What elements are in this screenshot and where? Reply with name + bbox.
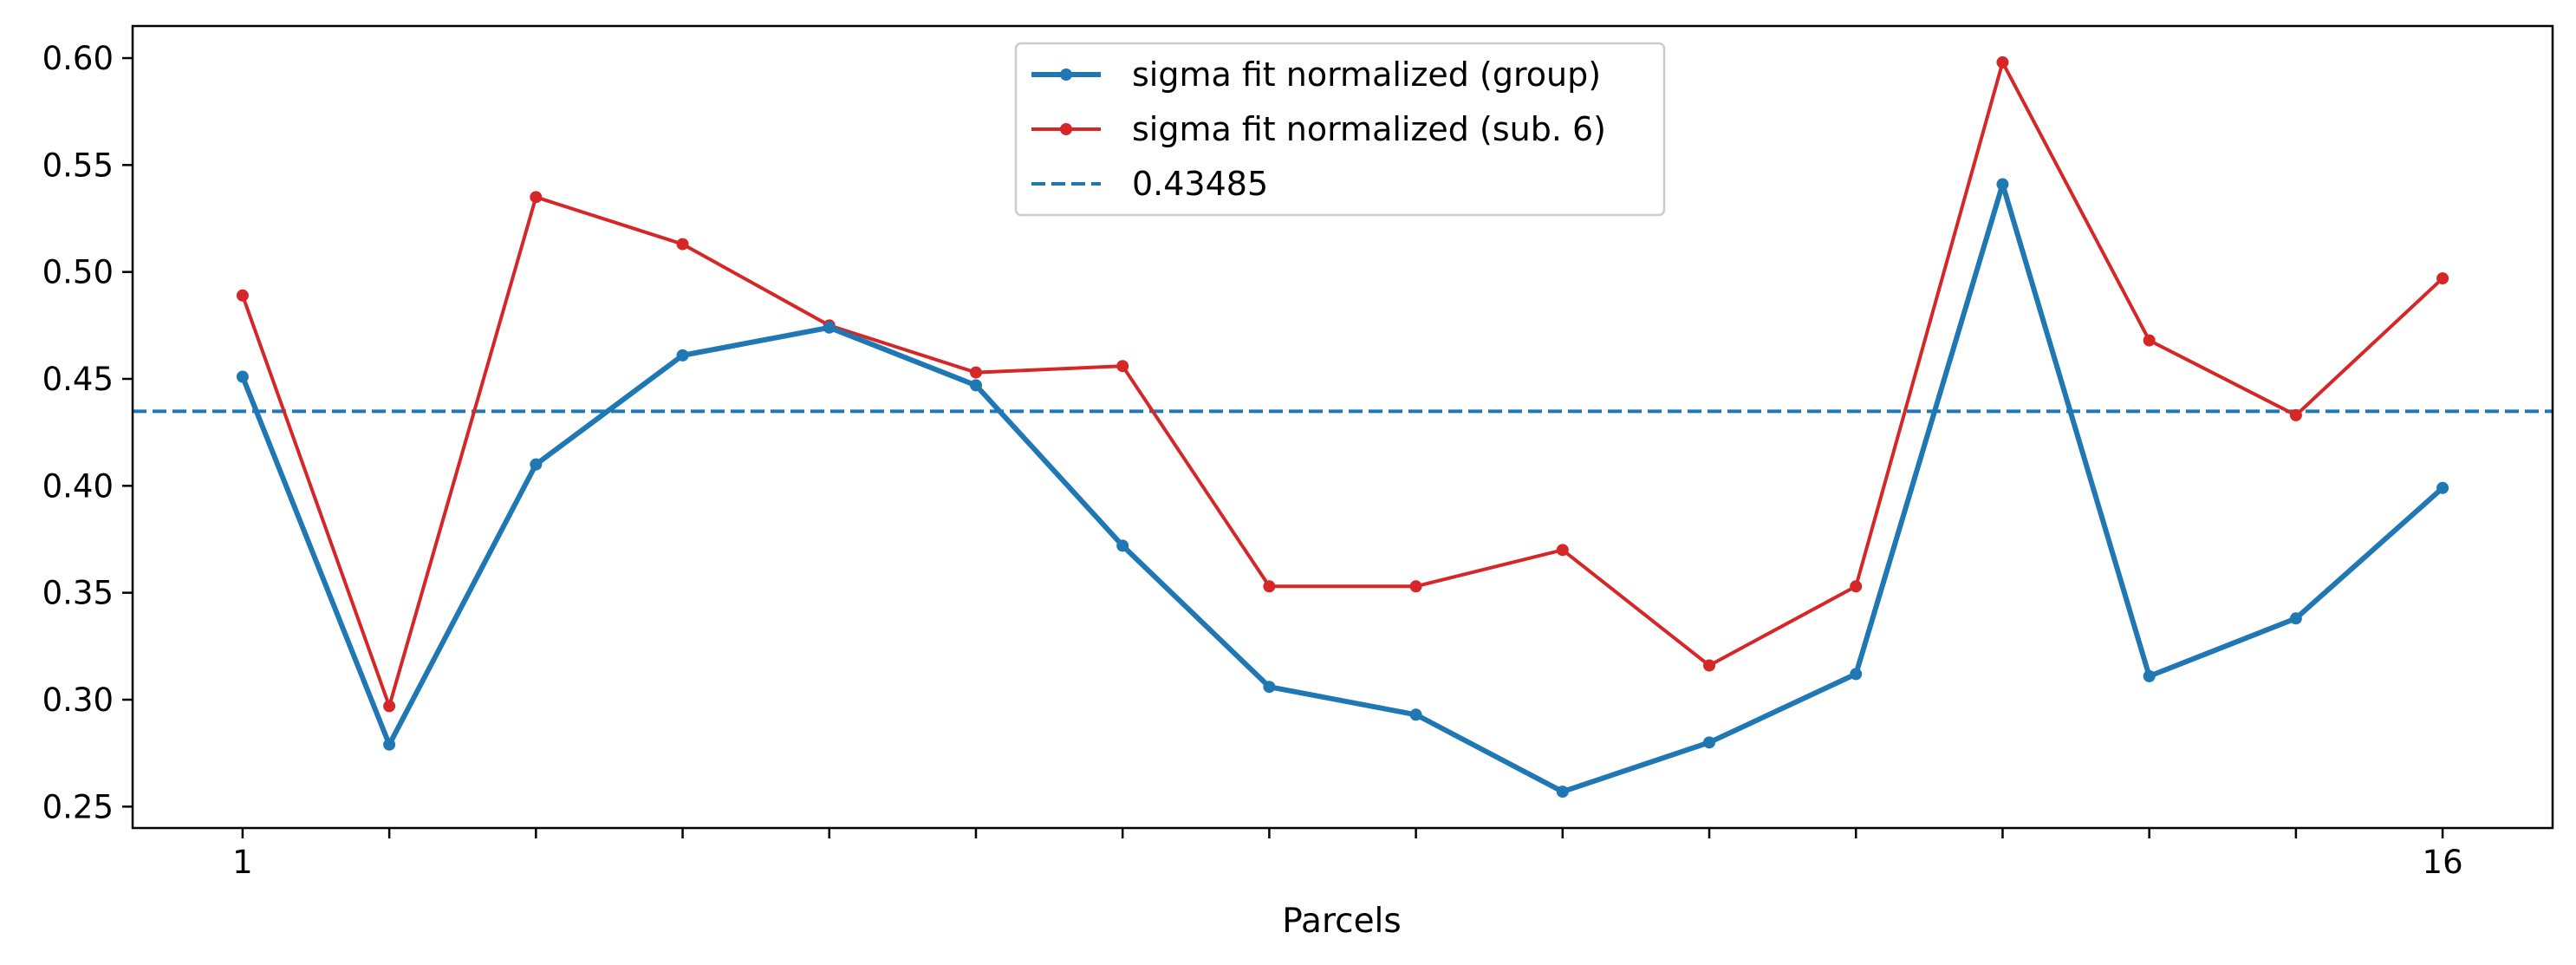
data-point-sub6 — [2436, 272, 2449, 285]
data-point-group — [1556, 786, 1569, 799]
y-tick-label: 0.55 — [42, 147, 114, 184]
data-point-group — [2289, 612, 2302, 625]
x-axis-title: Parcels — [1282, 902, 1401, 941]
data-point-sub6 — [1703, 659, 1716, 672]
legend-label: sigma fit normalized (group) — [1132, 55, 1601, 94]
data-point-group — [676, 349, 689, 362]
legend-label: 0.43485 — [1132, 165, 1268, 203]
data-point-sub6 — [969, 366, 982, 379]
data-point-sub6 — [1409, 580, 1422, 593]
data-point-group — [1850, 668, 1863, 681]
data-point-group — [383, 738, 396, 751]
data-point-sub6 — [383, 700, 396, 713]
series-layer — [133, 55, 2553, 799]
data-point-group — [2143, 669, 2156, 682]
data-point-group — [1116, 539, 1129, 552]
legend-label: sigma fit normalized (sub. 6) — [1132, 110, 1606, 148]
legend-marker — [1060, 123, 1072, 135]
data-point-sub6 — [530, 191, 543, 204]
data-point-group — [1263, 681, 1276, 694]
data-point-group — [530, 458, 543, 471]
data-point-sub6 — [236, 289, 249, 302]
data-point-sub6 — [2289, 408, 2302, 421]
legend-marker — [1060, 68, 1072, 81]
data-point-sub6 — [1996, 55, 2009, 68]
y-tick-label: 0.25 — [42, 788, 114, 825]
series-line-sub6 — [240, 60, 2445, 708]
series-line-group — [239, 181, 2446, 795]
y-tick-label: 0.30 — [42, 681, 114, 719]
legend-box — [1014, 42, 1666, 217]
data-point-group — [969, 379, 982, 392]
data-point-sub6 — [1556, 544, 1569, 557]
y-tick-label: 0.35 — [42, 575, 114, 612]
data-point-sub6 — [1116, 360, 1129, 373]
data-point-group — [2436, 481, 2449, 494]
data-point-sub6 — [1850, 580, 1863, 593]
data-point-group — [1703, 736, 1716, 749]
x-tick-label: 16 — [2423, 844, 2463, 881]
data-point-sub6 — [2143, 334, 2156, 347]
data-point-group — [1996, 178, 2009, 191]
legend: sigma fit normalized (group) sigma fit no… — [1014, 42, 1666, 217]
y-tick-label: 0.50 — [42, 254, 114, 291]
data-point-group — [1409, 708, 1422, 721]
axes: 0.25 0.30 0.35 0.40 0.45 0.50 0.55 0.60 1 16 — [42, 40, 2463, 881]
data-point-group — [823, 321, 836, 334]
plot-frame — [131, 24, 2554, 830]
y-tick-label: 0.45 — [42, 361, 114, 398]
data-point-sub6 — [1263, 580, 1276, 593]
x-tick-label: 1 — [232, 844, 253, 881]
data-point-sub6 — [676, 238, 689, 251]
data-point-group — [236, 370, 249, 383]
y-tick-label: 0.60 — [42, 40, 114, 77]
y-tick-label: 0.40 — [42, 467, 114, 505]
